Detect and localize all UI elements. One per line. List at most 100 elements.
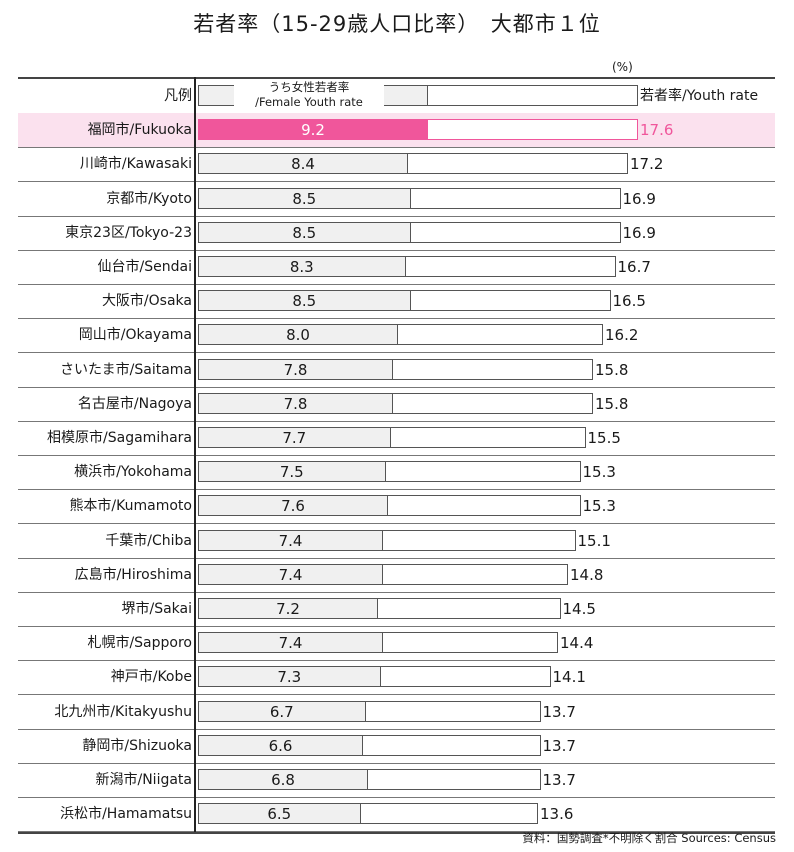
youth-rate-value-label: 15.1 [577,531,611,550]
bar-row: 仙台市/Sendai 8.3 16.7 [18,250,775,285]
bar-row: 熊本市/Kumamoto 7.6 15.3 [18,489,775,525]
female-youth-rate-bar [198,700,366,722]
category-label: 札幌市/Sapporo [87,635,192,652]
female-value-label: 8.4 [291,155,315,174]
bar-row: 相模原市/Sagamihara 7.7 15.5 [18,421,775,456]
female-value-label: 8.5 [292,223,317,242]
bar-row: 川崎市/Kawasaki 8.4 17.2 [18,147,775,183]
youth-rate-value-label: 17.2 [630,155,664,174]
female-youth-rate-bar [198,153,408,175]
bar-row: 北九州市/Kitakyushu 6.7 13.7 [18,695,775,730]
category-label: 相模原市/Sagamihara [47,430,192,446]
female-value-label: 6.8 [271,771,295,789]
bar-row: 名古屋市/Nagoya 7.8 15.8 [18,387,775,422]
youth-rate-value-label: 13.6 [540,805,574,824]
category-label: 北九州市/Kitakyushu [54,703,192,720]
female-value-label: 7.5 [279,463,304,482]
female-value-label: 6.7 [269,702,294,721]
youth-rate-value-label: 15.8 [595,394,629,413]
youth-rate-value-label: 17.6 [640,121,674,140]
category-label: 福岡市/Fukuoka [87,122,192,139]
category-label: 浜松市/Hamamatsu [60,806,192,823]
legend-female-line2: /Female Youth rate [255,95,363,109]
bar-row: 横浜市/Yokohama 7.5 15.3 [18,455,775,491]
female-youth-rate-bar [198,392,393,414]
youth-rate-value-label: 15.3 [582,497,616,516]
bar-row: 大阪市/Osaka 8.5 16.5 [18,284,775,320]
female-youth-rate-bar [198,803,361,825]
bar-row: 札幌市/Sapporo 7.4 14.4 [18,626,775,662]
female-value-label: 7.7 [282,429,307,447]
youth-rate-value-label: 14.8 [570,565,604,584]
female-value-label: 7.8 [283,360,308,379]
female-value-label: 7.4 [278,634,303,653]
youth-rate-value-label: 16.9 [622,223,656,242]
female-value-label: 8.5 [292,292,317,311]
female-value-label: 6.6 [268,736,293,755]
youth-rate-value-label: 14.5 [562,600,596,618]
female-youth-rate-bar [198,563,383,585]
female-youth-rate-bar [198,529,383,551]
female-value-label: 8.3 [289,258,314,276]
bar-row: さいたま市/Saitama 7.8 15.8 [18,353,775,388]
category-label: 岡山市/Okayama [78,327,192,344]
category-label: 名古屋市/Nagoya [77,395,192,412]
legend-label: 凡例 [164,88,192,104]
bar-row: 千葉市/Chiba 7.4 15.1 [18,524,775,559]
category-label: 千葉市/Chiba [105,532,192,549]
youth-rate-value-label: 15.3 [582,463,616,482]
female-value-label: 7.8 [283,394,308,413]
category-label: 京都市/Kyoto [106,190,192,207]
youth-rate-value-label: 15.5 [587,429,621,447]
youth-rate-value-label: 16.5 [612,292,646,311]
youth-rate-value-label: 13.7 [542,702,576,721]
legend-total-label: 若者率/Youth rate [640,88,759,104]
category-label: 川崎市/Kawasaki [79,156,192,173]
unit-label: (%) [612,60,633,74]
category-label: 堺市/Sakai [121,601,192,617]
category-label: 広島市/Hiroshima [74,566,192,583]
category-label: 仙台市/Sendai [97,259,192,275]
legend-female-text: うち女性若者率 /Female Youth rate [234,80,384,110]
female-value-label: 7.4 [278,531,303,550]
youth-rate-value-label: 14.4 [560,634,594,653]
youth-rate-value-label: 16.7 [617,258,651,276]
female-youth-rate-bar [198,256,406,277]
female-youth-rate-bar [198,734,363,756]
female-youth-rate-bar [198,221,411,243]
youth-rate-value-label: 15.8 [595,360,629,379]
female-youth-rate-bar [198,495,388,517]
bar-row: 京都市/Kyoto 8.5 16.9 [18,182,775,217]
female-youth-rate-bar [198,598,378,619]
youth-rate-value-label: 13.7 [542,736,576,755]
legend-female-line1: うち女性若者率 [268,80,350,94]
category-label: 熊本市/Kumamoto [69,498,192,515]
female-youth-rate-bar [198,187,411,209]
chart-table: 凡例 うち女性若者率 /Female Youth rate 若者率/Youth … [18,77,775,834]
female-youth-rate-bar [198,358,393,380]
youth-rate-value-label: 13.7 [542,771,576,789]
female-youth-rate-bar [198,632,383,654]
bar-row: 東京23区/Tokyo-23 8.5 16.9 [18,216,775,251]
source-note: 資料：国勢調査*不明除く割合 Sources: Census [522,831,776,845]
female-youth-rate-bar [198,324,398,346]
female-value-label: 7.2 [276,600,300,618]
chart-title: 若者率（15-29歳人口比率） 大都市１位 [193,12,601,36]
female-youth-rate-bar [198,290,411,312]
bar-row: 静岡市/Shizuoka 6.6 13.7 [18,729,775,764]
youth-rate-value-label: 14.1 [552,668,586,687]
legend-row: 凡例 うち女性若者率 /Female Youth rate 若者率/Youth … [18,79,775,114]
female-youth-rate-bar [198,427,391,448]
category-label: 東京23区/Tokyo-23 [65,224,192,241]
category-label: 静岡市/Shizuoka [82,737,192,754]
female-value-label: 7.3 [277,668,302,687]
female-value-label: 8.0 [286,326,310,345]
category-label: 横浜市/Yokohama [74,464,192,481]
female-youth-rate-bar [198,769,368,790]
female-value-label: 7.6 [281,497,305,516]
female-value-label: 9.2 [301,121,325,140]
bar-row: 浜松市/Hamamatsu 6.5 13.6 [18,797,775,833]
female-youth-rate-bar [198,119,428,141]
youth-rate-value-label: 16.2 [605,326,639,345]
bar-row: 福岡市/Fukuoka 9.2 17.6 [18,113,775,149]
